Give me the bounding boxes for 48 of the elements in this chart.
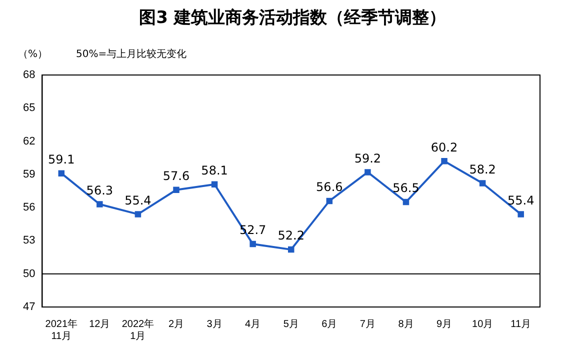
data-label: 55.4 xyxy=(507,193,534,208)
text: 50%=与上月比较无变化 xyxy=(76,48,187,61)
x-tick-label: 4月 xyxy=(245,318,261,330)
x-tick-label: 2021年 11月 xyxy=(45,318,78,342)
data-label: 59.2 xyxy=(354,151,382,166)
y-tick-label: 62 xyxy=(22,135,36,148)
point xyxy=(479,180,486,186)
y-tick-label: 65 xyxy=(22,102,36,114)
point xyxy=(364,169,371,176)
chart-title: 图3 建筑业商务活动指数（经季节调整） xyxy=(138,7,447,29)
data-label: 56.5 xyxy=(392,181,420,196)
point xyxy=(441,158,448,164)
point xyxy=(326,198,333,204)
y-tick-label: 50 xyxy=(22,268,36,280)
data-label: 55.4 xyxy=(124,193,152,208)
x-tick-label: 12月 xyxy=(89,318,110,330)
x-tick-label: 2022年 1月 xyxy=(122,318,154,342)
x-tick-label: 2月 xyxy=(168,318,184,330)
data-label: 56.6 xyxy=(316,180,343,194)
y-axis-title: （%） xyxy=(18,48,48,61)
point xyxy=(250,240,256,248)
x-tick-label: 10月 xyxy=(472,318,494,330)
x-tick-label: 8月 xyxy=(398,318,414,330)
y-tick-label: 47 xyxy=(22,301,36,314)
x-tick-label: 11月 xyxy=(510,318,532,330)
point xyxy=(211,181,218,188)
point xyxy=(134,211,142,218)
data-label: 60.2 xyxy=(430,140,458,154)
y-tick-label: 53 xyxy=(22,234,36,247)
point xyxy=(96,201,103,208)
data-label: 59.1 xyxy=(48,152,75,166)
point xyxy=(173,186,180,194)
point xyxy=(402,198,410,206)
x-tick-label: 5月 xyxy=(283,318,299,330)
y-tick-label: 68 xyxy=(22,69,36,82)
y-tick-label: 56 xyxy=(22,202,36,214)
data-label: 58.2 xyxy=(469,162,496,176)
point xyxy=(288,246,294,253)
x-tick-label: 6月 xyxy=(322,318,338,330)
point xyxy=(58,170,64,176)
data-label: 56.3 xyxy=(86,183,114,198)
x-tick-label: 3月 xyxy=(206,318,222,330)
x-tick-label: 7月 xyxy=(360,318,376,330)
point xyxy=(518,211,524,218)
data-label: 57.6 xyxy=(162,169,190,184)
data-label: 58.1 xyxy=(201,163,228,178)
y-tick-label: 59 xyxy=(22,168,36,180)
x-tick-label: 9月 xyxy=(436,318,452,330)
